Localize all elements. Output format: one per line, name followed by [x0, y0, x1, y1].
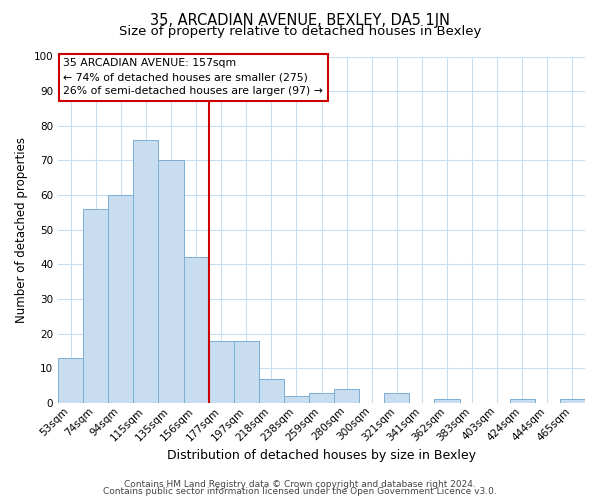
Bar: [58, 358, 83, 403]
Bar: [284, 396, 309, 403]
Bar: [158, 160, 184, 403]
Bar: [83, 209, 108, 403]
Text: 35 ARCADIAN AVENUE: 157sqm
← 74% of detached houses are smaller (275)
26% of sem: 35 ARCADIAN AVENUE: 157sqm ← 74% of deta…: [64, 58, 323, 96]
Bar: [510, 400, 535, 403]
Bar: [209, 340, 233, 403]
Bar: [434, 400, 460, 403]
Text: 35, ARCADIAN AVENUE, BEXLEY, DA5 1JN: 35, ARCADIAN AVENUE, BEXLEY, DA5 1JN: [150, 12, 450, 28]
Bar: [384, 392, 409, 403]
X-axis label: Distribution of detached houses by size in Bexley: Distribution of detached houses by size …: [167, 450, 476, 462]
Text: Contains HM Land Registry data © Crown copyright and database right 2024.: Contains HM Land Registry data © Crown c…: [124, 480, 476, 489]
Bar: [259, 378, 284, 403]
Text: Size of property relative to detached houses in Bexley: Size of property relative to detached ho…: [119, 25, 481, 38]
Bar: [560, 400, 585, 403]
Y-axis label: Number of detached properties: Number of detached properties: [15, 136, 28, 322]
Bar: [233, 340, 259, 403]
Bar: [108, 195, 133, 403]
Bar: [309, 392, 334, 403]
Bar: [184, 258, 209, 403]
Bar: [133, 140, 158, 403]
Text: Contains public sector information licensed under the Open Government Licence v3: Contains public sector information licen…: [103, 487, 497, 496]
Bar: [334, 389, 359, 403]
